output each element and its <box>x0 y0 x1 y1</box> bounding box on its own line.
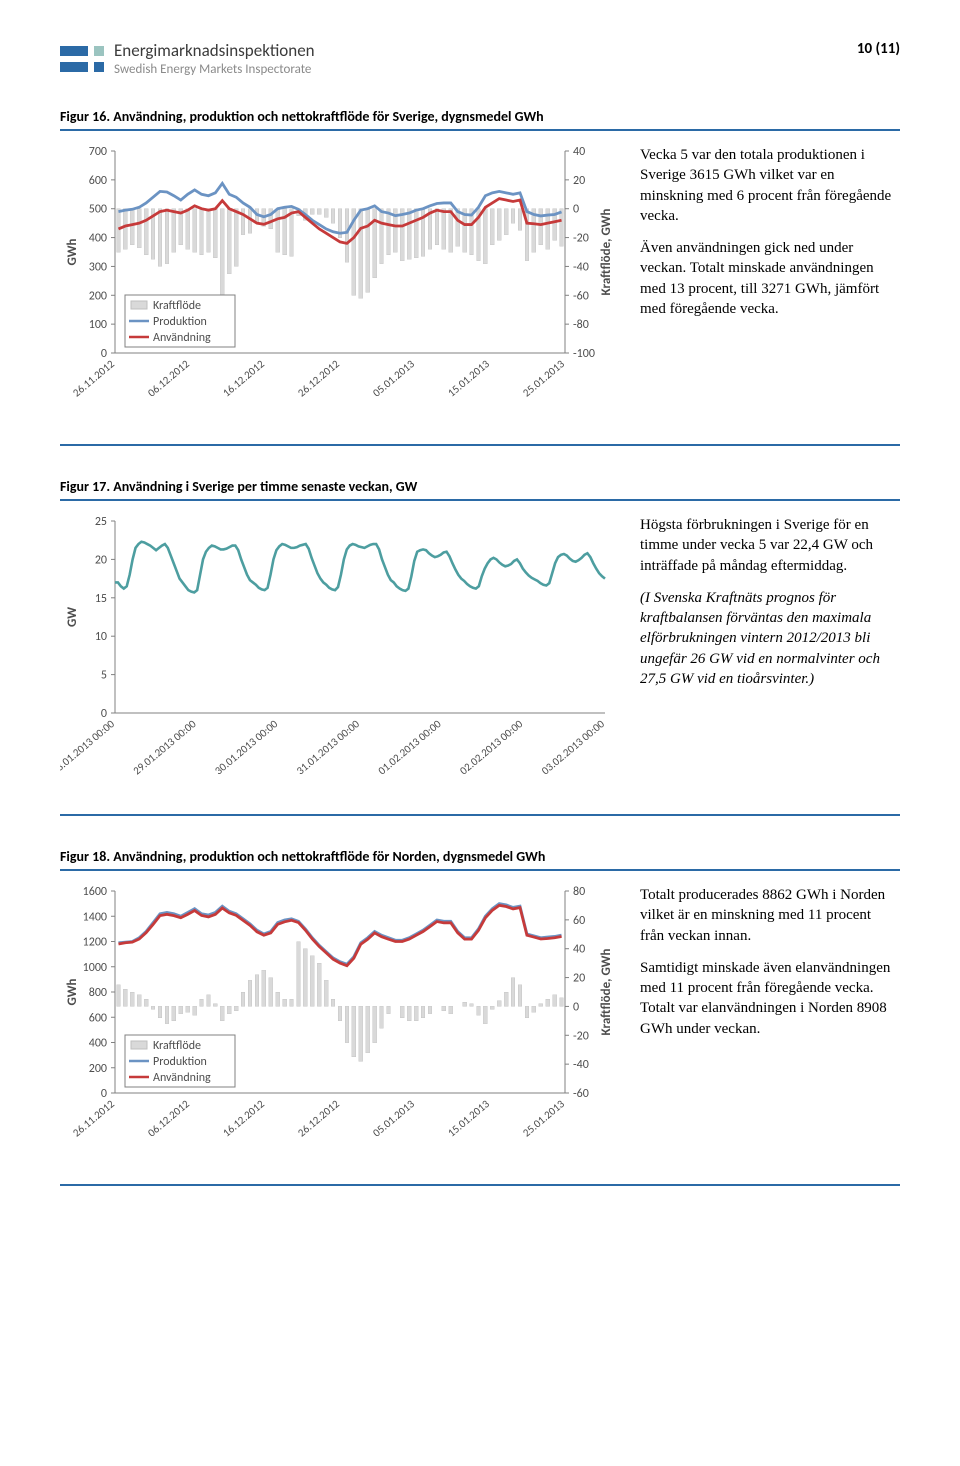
svg-text:25: 25 <box>95 515 107 529</box>
svg-text:700: 700 <box>89 145 107 159</box>
fig17-p2: (I Svenska Kraftnäts prognos för kraftba… <box>640 588 896 689</box>
svg-text:20: 20 <box>573 174 585 188</box>
svg-text:15: 15 <box>95 592 107 606</box>
svg-text:800: 800 <box>89 986 107 1000</box>
svg-text:60: 60 <box>573 914 585 928</box>
fig18-caption: Figur 18. Användning, produktion och net… <box>60 848 900 865</box>
fig18-p2: Samtidigt minskade även elanvändningen m… <box>640 958 896 1039</box>
fig17-chart: 0510152025GW28.01.2013 00:0029.01.2013 0… <box>60 511 620 806</box>
svg-text:-100: -100 <box>573 347 595 361</box>
fig16-text: Vecka 5 var den totala produktionen i Sv… <box>636 141 900 436</box>
svg-text:-20: -20 <box>573 1029 589 1043</box>
svg-text:Användning: Användning <box>153 1071 211 1085</box>
fig16-chart: 0 100 200 300 400 500 600 700 GWh -100 -80 -60 -40 -2… <box>60 141 620 436</box>
svg-text:Kraftflöde: Kraftflöde <box>153 1039 201 1053</box>
svg-text:16.12.2012: 16.12.2012 <box>220 357 267 399</box>
svg-text:28.01.2013 00:00: 28.01.2013 00:00 <box>60 717 117 777</box>
svg-text:Produktion: Produktion <box>153 1055 207 1069</box>
svg-text:05.01.2013: 05.01.2013 <box>370 357 417 399</box>
page-number: 10 (11) <box>857 40 900 58</box>
rule <box>60 129 900 131</box>
svg-text:Kraftflöde: Kraftflöde <box>153 299 201 313</box>
svg-text:02.02.2013 00:00: 02.02.2013 00:00 <box>457 717 525 777</box>
svg-text:40: 40 <box>573 145 585 159</box>
svg-text:20: 20 <box>573 972 585 986</box>
svg-text:01.02.2013 00:00: 01.02.2013 00:00 <box>376 717 444 777</box>
svg-text:1600: 1600 <box>83 885 107 899</box>
rule <box>60 1184 900 1186</box>
logo-icon <box>60 40 104 80</box>
svg-text:16.12.2012: 16.12.2012 <box>220 1097 267 1139</box>
svg-text:15.01.2013: 15.01.2013 <box>445 1097 492 1139</box>
fig16-section: 0 100 200 300 400 500 600 700 GWh -100 -80 -60 -40 -2… <box>60 141 900 436</box>
svg-text:GW: GW <box>65 607 80 627</box>
svg-text:-40: -40 <box>573 1058 589 1072</box>
svg-text:26.11.2012: 26.11.2012 <box>70 357 117 399</box>
svg-text:GWh: GWh <box>65 978 80 1005</box>
svg-text:400: 400 <box>89 232 107 246</box>
svg-text:-60: -60 <box>573 1087 589 1101</box>
svg-text:Produktion: Produktion <box>153 315 207 329</box>
fig16-caption: Figur 16. Användning, produktion och net… <box>60 108 900 125</box>
svg-text:1000: 1000 <box>83 961 107 975</box>
svg-text:06.12.2012: 06.12.2012 <box>145 1097 192 1139</box>
org-name-sv: Energimarknadsinspektionen <box>114 40 315 61</box>
svg-text:26.12.2012: 26.12.2012 <box>295 1097 342 1139</box>
svg-text:-80: -80 <box>573 318 589 332</box>
svg-text:26.12.2012: 26.12.2012 <box>295 357 342 399</box>
svg-text:20: 20 <box>95 553 107 567</box>
rule <box>60 499 900 501</box>
rule <box>60 444 900 446</box>
rule <box>60 814 900 816</box>
fig18-section: 0 200 400 600 800 1000 1200 1400 1600 GWh -60 -40 -2… <box>60 881 900 1176</box>
svg-text:Kraftflöde, GWh: Kraftflöde, GWh <box>599 949 614 1036</box>
fig16-p2: Även användningen gick ned under veckan.… <box>640 238 896 319</box>
logo: Energimarknadsinspektionen Swedish Energ… <box>60 40 315 80</box>
svg-text:15.01.2013: 15.01.2013 <box>445 357 492 399</box>
page-header: Energimarknadsinspektionen Swedish Energ… <box>60 40 900 80</box>
fig17-text: Högsta förbrukningen i Sverige för en ti… <box>636 511 900 806</box>
svg-text:25.01.2013: 25.01.2013 <box>520 1097 567 1139</box>
svg-text:600: 600 <box>89 174 107 188</box>
svg-text:05.01.2013: 05.01.2013 <box>370 1097 417 1139</box>
fig17-section: 0510152025GW28.01.2013 00:0029.01.2013 0… <box>60 511 900 806</box>
svg-text:-40: -40 <box>573 260 589 274</box>
svg-text:500: 500 <box>89 203 107 217</box>
svg-text:40: 40 <box>573 943 585 957</box>
fig18-chart: 0 200 400 600 800 1000 1200 1400 1600 GWh -60 -40 -2… <box>60 881 620 1176</box>
svg-text:5: 5 <box>101 669 107 683</box>
svg-text:06.12.2012: 06.12.2012 <box>145 357 192 399</box>
svg-text:400: 400 <box>89 1037 107 1051</box>
fig18-text: Totalt producerades 8862 GWh i Norden vi… <box>636 881 900 1176</box>
svg-text:-60: -60 <box>573 289 589 303</box>
svg-text:1200: 1200 <box>83 936 107 950</box>
svg-text:600: 600 <box>89 1011 107 1025</box>
svg-text:0: 0 <box>573 203 579 217</box>
fig16-p1: Vecka 5 var den totala produktionen i Sv… <box>640 145 896 226</box>
svg-text:29.01.2013 00:00: 29.01.2013 00:00 <box>131 717 199 777</box>
svg-text:26.11.2012: 26.11.2012 <box>70 1097 117 1139</box>
svg-text:-20: -20 <box>573 232 589 246</box>
fig18-p1: Totalt producerades 8862 GWh i Norden vi… <box>640 885 896 946</box>
fig17-p1: Högsta förbrukningen i Sverige för en ti… <box>640 515 896 576</box>
svg-text:200: 200 <box>89 289 107 303</box>
org-name-en: Swedish Energy Markets Inspectorate <box>114 62 315 77</box>
svg-text:1400: 1400 <box>83 910 107 924</box>
svg-text:Kraftflöde, GWh: Kraftflöde, GWh <box>599 209 614 296</box>
svg-text:25.01.2013: 25.01.2013 <box>520 357 567 399</box>
svg-text:200: 200 <box>89 1062 107 1076</box>
svg-text:80: 80 <box>573 885 585 899</box>
svg-text:10: 10 <box>95 630 107 644</box>
svg-text:Användning: Användning <box>153 331 211 345</box>
svg-text:GWh: GWh <box>65 238 80 265</box>
fig17-caption: Figur 17. Användning i Sverige per timme… <box>60 478 900 495</box>
svg-text:31.01.2013 00:00: 31.01.2013 00:00 <box>294 717 362 777</box>
svg-text:03.02.2013 00:00: 03.02.2013 00:00 <box>539 717 607 777</box>
rule <box>60 869 900 871</box>
svg-text:0: 0 <box>573 1000 579 1014</box>
svg-text:30.01.2013 00:00: 30.01.2013 00:00 <box>212 717 280 777</box>
svg-text:100: 100 <box>89 318 107 332</box>
svg-text:300: 300 <box>89 260 107 274</box>
